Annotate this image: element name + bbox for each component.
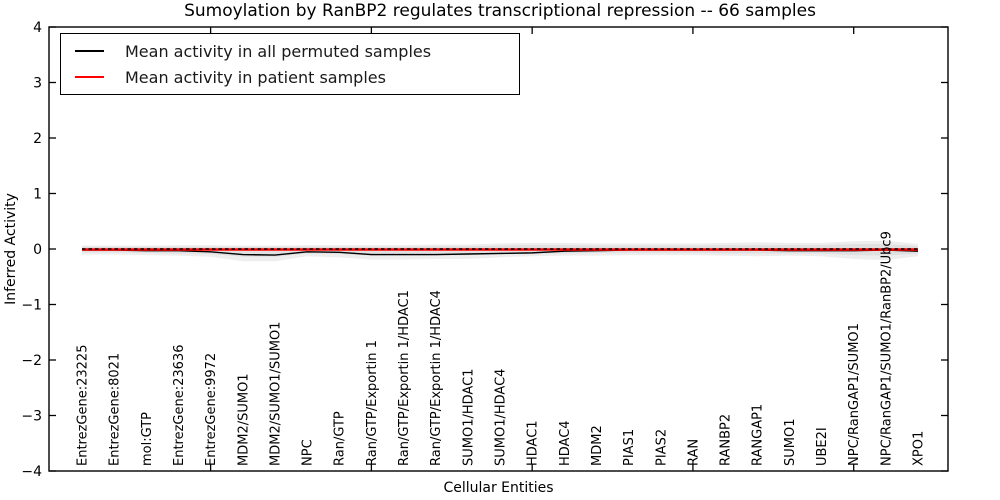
y-tick-label: 2 [33,131,42,147]
y-tick-label: 1 [33,187,42,203]
legend-label-patient: Mean activity in patient samples [125,67,386,87]
x-category-label: EntrezGene:23636 [172,345,187,466]
y-tick-label: 3 [33,76,42,92]
x-category-label: EntrezGene:8021 [108,353,123,466]
y-tick-label: −1 [21,298,42,314]
x-category-label: RANGAP1 [751,404,766,466]
x-category-label: Ran/GTP/Exportin 1/HDAC4 [429,290,444,466]
x-category-label: NPC/RanGAP1/SUMO1/RanBP2/Ubc9 [879,231,894,466]
x-category-label: XPO1 [912,431,927,466]
x-category-label: Ran/GTP/Exportin 1 [365,340,380,466]
chart-title: Sumoylation by RanBP2 regulates transcri… [184,1,816,21]
legend-item-patient: Mean activity in patient samples [75,68,519,87]
x-category-label: SUMO1 [783,419,798,467]
x-category-label: MDM2/SUMO1 [236,373,251,466]
x-category-label: MDM2/SUMO1/SUMO1 [268,322,283,466]
legend: Mean activity in all permuted samples Me… [60,33,520,95]
x-category-label: EntrezGene:9972 [204,353,219,466]
y-tick-label: −3 [21,409,42,425]
x-category-label: HDAC4 [558,420,573,466]
legend-label-permuted: Mean activity in all permuted samples [125,41,432,61]
x-category-label: PIAS1 [622,429,637,466]
y-axis-label: Inferred Activity [3,193,19,305]
black-line-swatch-icon [75,50,104,52]
x-category-label: Ran/GTP [333,411,348,466]
x-category-label: SUMO1/HDAC4 [494,369,509,466]
x-category-label: SUMO1/HDAC1 [461,369,476,466]
x-category-label: RAN [686,439,701,466]
x-category-label: UBE2I [815,427,830,466]
x-category-label: Ran/GTP/Exportin 1/HDAC1 [397,290,412,466]
x-category-label: NPC/RanGAP1/SUMO1 [847,323,862,466]
y-tick-label: −4 [21,464,42,480]
x-category-label: PIAS2 [654,429,669,466]
x-category-label: EntrezGene:23225 [76,345,91,466]
red-line-swatch-icon [75,76,104,78]
x-axis-label: Cellular Entities [443,480,553,496]
x-category-label: NPC [301,439,316,466]
y-tick-label: 4 [33,20,42,36]
legend-item-permuted: Mean activity in all permuted samples [75,42,519,61]
y-tick-label: −2 [21,353,42,369]
y-tick-label: 0 [33,242,42,258]
x-category-label: RANBP2 [719,414,734,466]
x-category-label: MDM2 [590,425,605,466]
x-category-label: mol:GTP [140,412,155,466]
x-category-label: HDAC1 [526,420,541,466]
